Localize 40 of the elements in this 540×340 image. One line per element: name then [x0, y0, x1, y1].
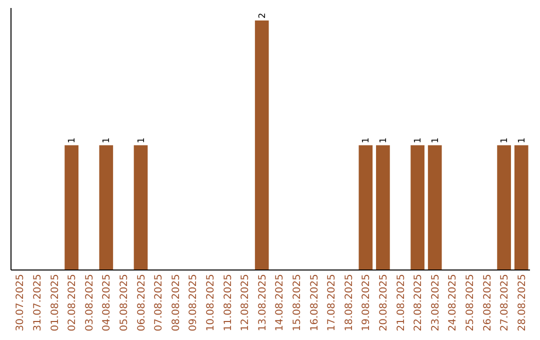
x-tick-label: 02.08.2025 [67, 274, 78, 332]
data-label: 1 [68, 138, 78, 144]
x-tick-label: 07.08.2025 [154, 274, 165, 332]
x-tick-label: 24.08.2025 [448, 274, 459, 332]
data-label: 1 [102, 138, 112, 144]
x-tick-label: 21.08.2025 [396, 274, 407, 332]
x-tick-label: 23.08.2025 [430, 274, 442, 332]
data-label: 1 [500, 138, 510, 144]
x-tick-label: 31.07.2025 [32, 274, 44, 332]
data-label: 2 [258, 12, 268, 18]
x-tick-label: 16.08.2025 [309, 274, 320, 332]
data-label: 1 [136, 138, 147, 144]
x-tick-label: 15.08.2025 [292, 274, 303, 332]
x-tick-label: 28.08.2025 [516, 274, 528, 332]
x-tick-label: 11.08.2025 [222, 274, 234, 332]
x-tick-label: 05.08.2025 [118, 274, 130, 332]
x-tick-label: 03.08.2025 [84, 274, 96, 332]
x-tick-label: 22.08.2025 [413, 274, 424, 332]
x-tick-label: 04.08.2025 [102, 274, 113, 332]
x-tick-label: 17.08.2025 [326, 274, 338, 332]
x-tick-label: 01.08.2025 [50, 274, 61, 332]
data-label: 1 [430, 138, 441, 144]
x-tick-label: 13.08.2025 [257, 274, 268, 332]
x-tick-label: 10.08.2025 [205, 274, 216, 332]
x-tick-label: 18.08.2025 [344, 274, 355, 332]
x-tick-label: 30.07.2025 [15, 274, 26, 332]
x-tick-label: 27.08.2025 [500, 274, 511, 332]
x-tick-label: 19.08.2025 [361, 274, 372, 332]
x-tick-label: 09.08.2025 [188, 274, 200, 332]
data-label: 1 [517, 138, 528, 144]
data-label: 1 [378, 138, 389, 144]
x-tick-label: 26.08.2025 [482, 274, 494, 332]
x-tick-label: 08.08.2025 [170, 274, 182, 332]
x-tick-label: 20.08.2025 [378, 274, 390, 332]
data-label: 1 [362, 138, 372, 144]
x-tick-label: 25.08.2025 [464, 274, 476, 332]
x-tick-label: 14.08.2025 [274, 274, 286, 332]
x-tick-label: 12.08.2025 [240, 274, 252, 332]
x-tick-label: 06.08.2025 [136, 274, 148, 332]
data-label: 1 [414, 138, 424, 144]
